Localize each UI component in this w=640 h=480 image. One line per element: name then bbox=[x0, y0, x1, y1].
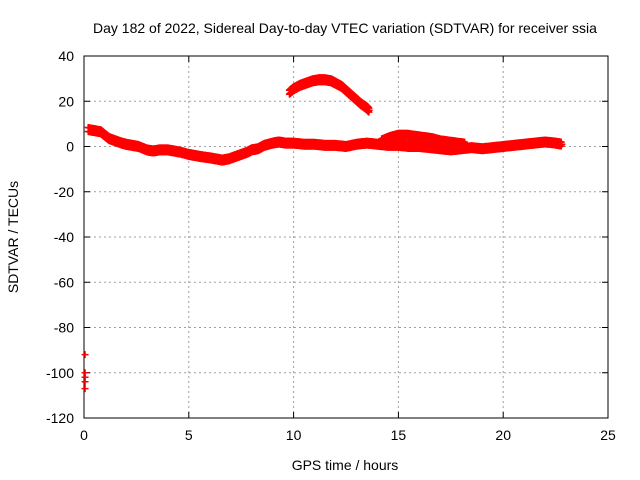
axis-ticks: 0 5 10 15 20 25 -120 -100 -80 -60 -40 -20 0 20 40 bbox=[46, 48, 616, 443]
y-tick-label: -20 bbox=[54, 184, 74, 200]
series-main-band bbox=[84, 124, 566, 166]
x-tick-label: 20 bbox=[495, 427, 511, 443]
y-tick-label: -60 bbox=[54, 274, 74, 290]
x-tick-label: 0 bbox=[80, 427, 88, 443]
data-point bbox=[558, 140, 566, 148]
y-axis-label: SDTVAR / TECUs bbox=[5, 181, 21, 293]
data-point bbox=[81, 351, 89, 359]
y-tick-label: 20 bbox=[58, 93, 74, 109]
y-tick-label: -120 bbox=[46, 410, 74, 426]
x-axis-label: GPS time / hours bbox=[292, 457, 399, 473]
series-upper-arc bbox=[285, 74, 373, 116]
y-tick-label: 40 bbox=[58, 48, 74, 64]
y-tick-label: -80 bbox=[54, 320, 74, 336]
x-tick-label: 5 bbox=[185, 427, 193, 443]
data-point bbox=[81, 378, 89, 386]
x-tick-label: 10 bbox=[286, 427, 302, 443]
data-point bbox=[365, 106, 373, 114]
y-tick-label: -40 bbox=[54, 229, 74, 245]
data-point bbox=[81, 385, 89, 393]
data-point bbox=[461, 140, 469, 148]
chart-title: Day 182 of 2022, Sidereal Day-to-day VTE… bbox=[93, 20, 597, 36]
y-tick-label: 0 bbox=[66, 139, 74, 155]
series-secondary-band bbox=[378, 129, 469, 150]
x-tick-label: 15 bbox=[391, 427, 407, 443]
grid-lines bbox=[84, 56, 608, 418]
y-tick-label: -100 bbox=[46, 365, 74, 381]
x-tick-label: 25 bbox=[600, 427, 616, 443]
series-outliers bbox=[81, 351, 89, 393]
data-points bbox=[81, 74, 566, 393]
